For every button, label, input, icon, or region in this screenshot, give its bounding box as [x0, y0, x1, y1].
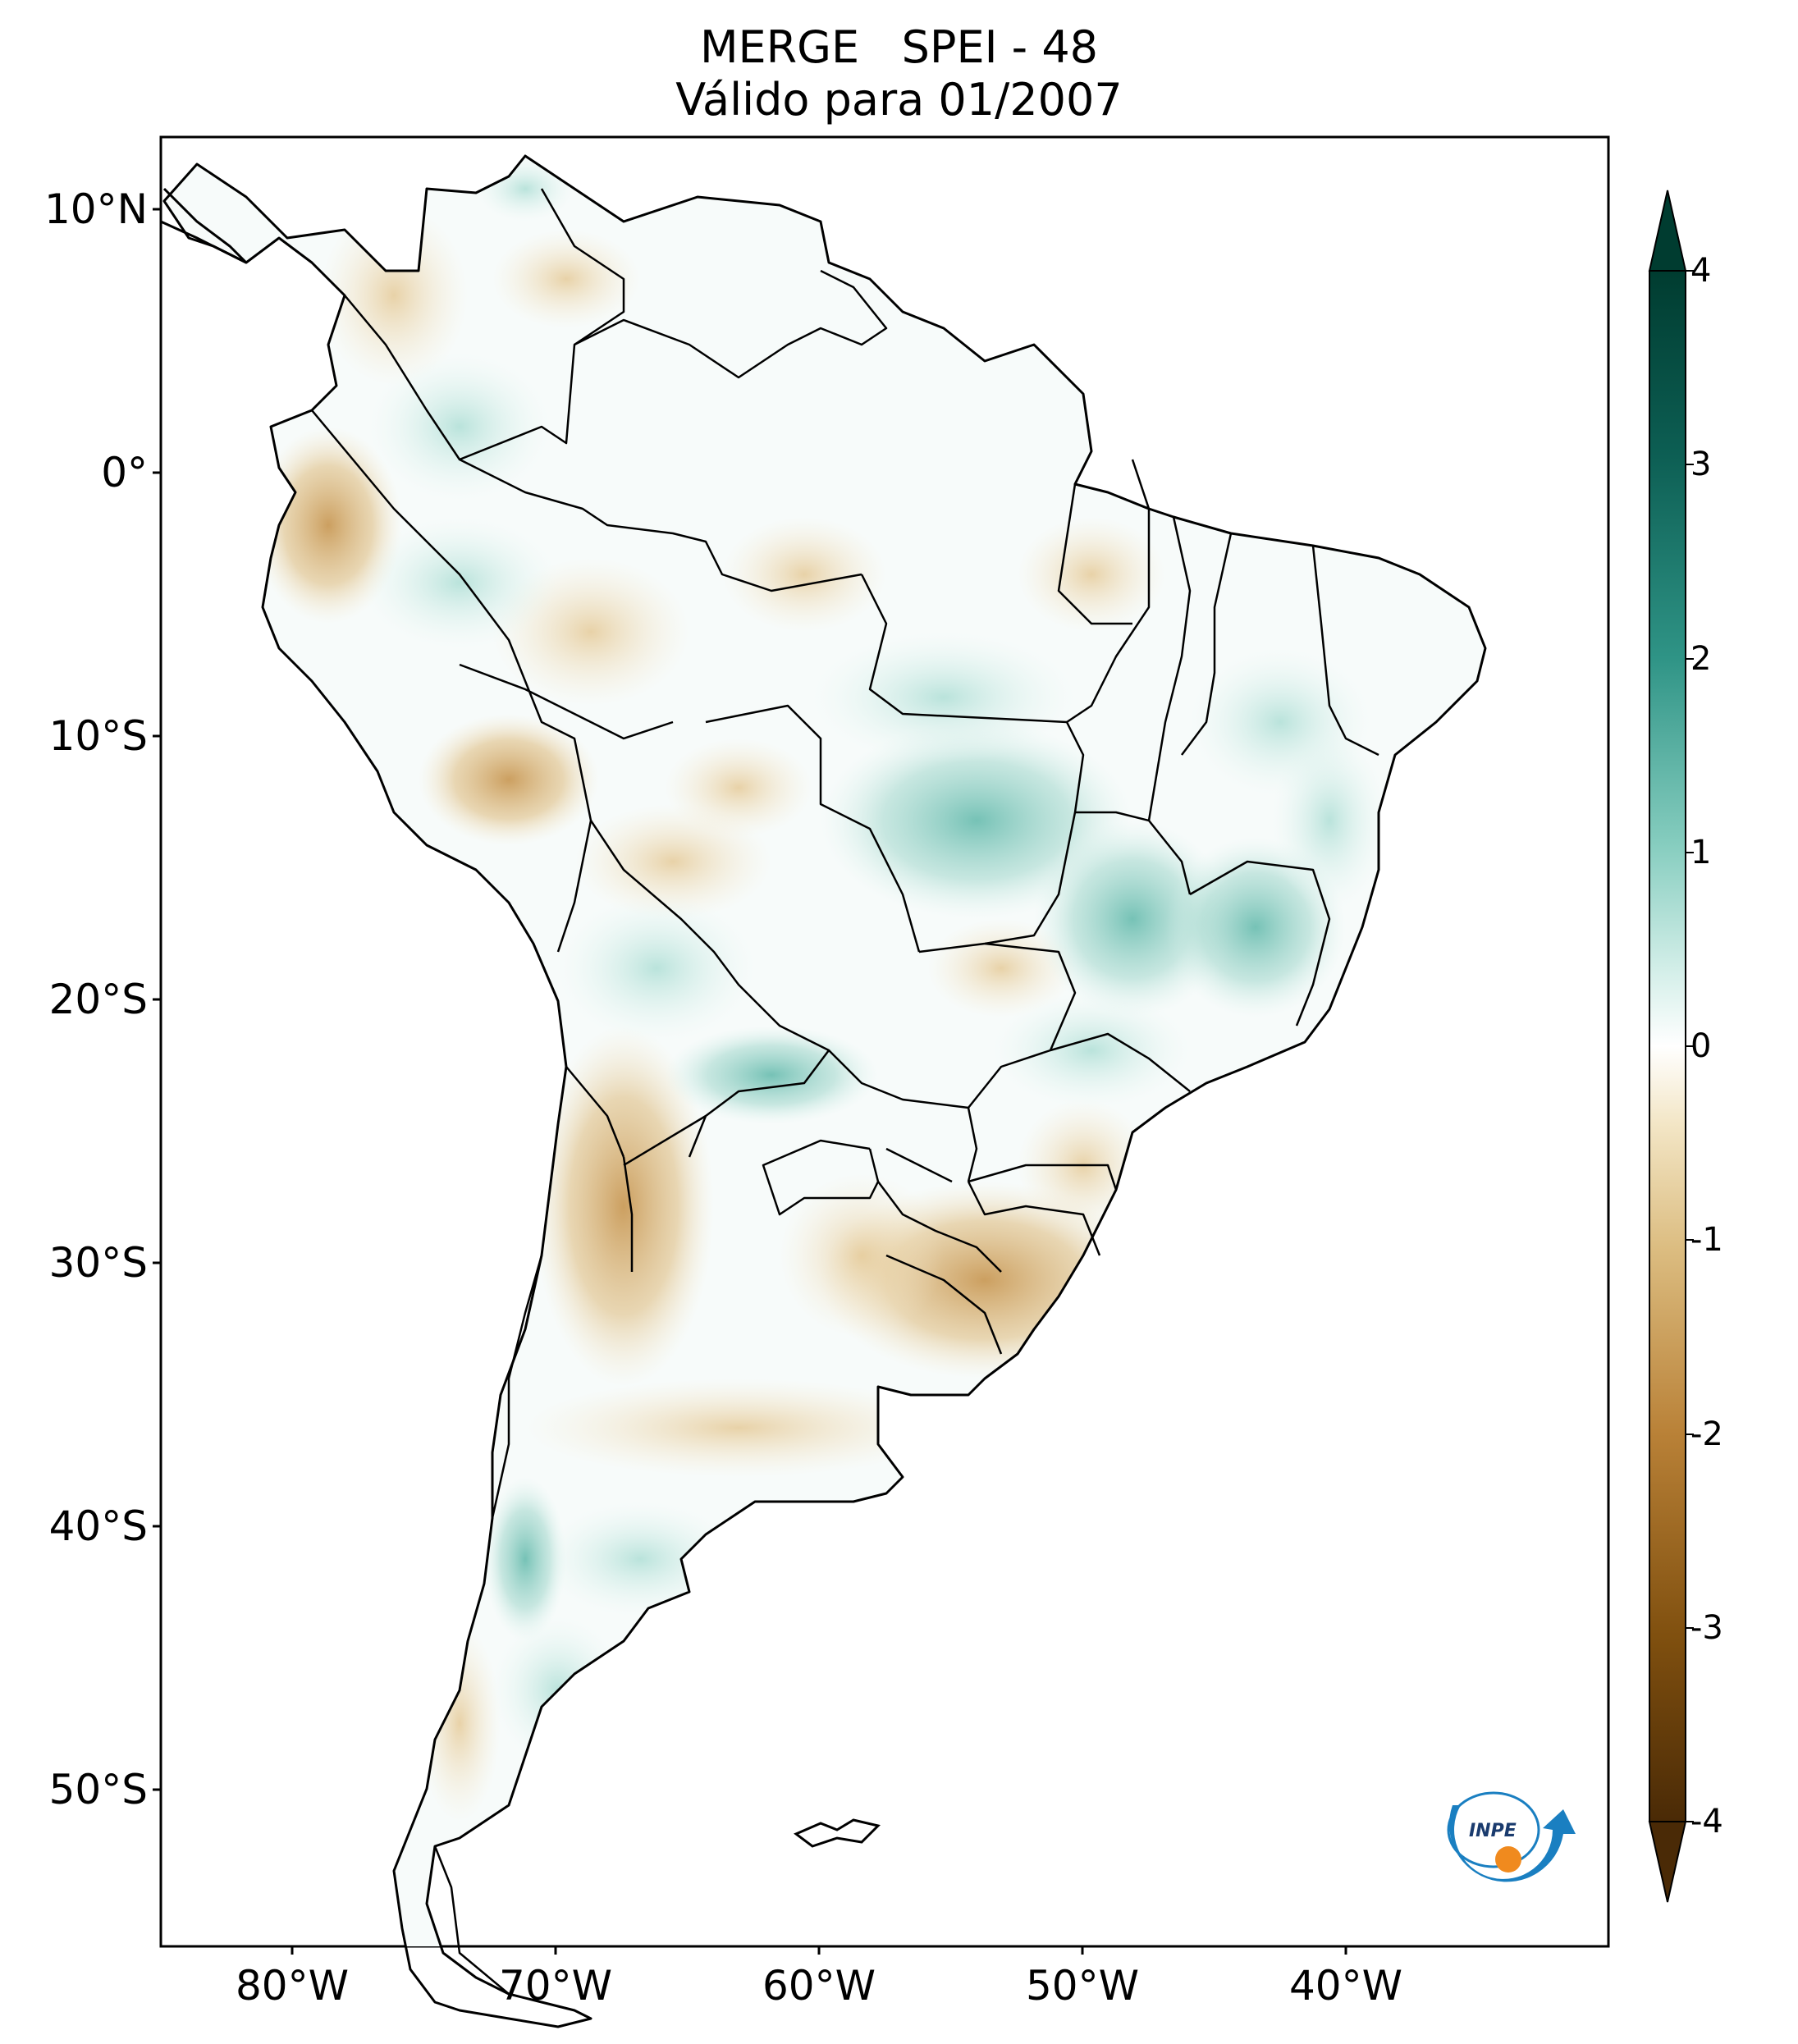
lat-label-40s: 40°S: [48, 1502, 148, 1550]
lat-label-50s: 50°S: [48, 1766, 148, 1813]
lon-label-70w: 70°W: [498, 1962, 613, 2010]
colorbar-tick-0: 0: [1690, 1027, 1712, 1065]
colorbar: [1648, 190, 1694, 1903]
lon-label-60w: 60°W: [762, 1962, 876, 2010]
inpe-logo: INPE: [1447, 1791, 1576, 1882]
lat-label-10n: 10°N: [43, 185, 148, 233]
lat-label-0: 0°: [101, 449, 148, 496]
falkland-islands-outline: [794, 1818, 881, 1848]
lon-label-50w: 50°W: [1025, 1962, 1140, 2010]
colorbar-tick-3: 3: [1690, 446, 1712, 483]
political-borders: [311, 188, 1379, 1995]
colorbar-tick-neg2: -2: [1690, 1415, 1723, 1453]
lat-label-20s: 20°S: [48, 976, 148, 1023]
continent-outline: [162, 154, 1487, 2028]
lat-label-10s: 10°S: [48, 712, 148, 760]
chart-subtitle: Válido para 01/2007: [675, 74, 1123, 126]
colorbar-tick-neg4: -4: [1690, 1803, 1723, 1841]
axis-ticks: [153, 208, 1347, 1955]
lon-label-40w: 40°W: [1288, 1962, 1403, 2010]
colorbar-tick-neg1: -1: [1690, 1221, 1723, 1259]
lat-label-30s: 30°S: [48, 1239, 148, 1287]
lon-label-80w: 80°W: [235, 1962, 350, 2010]
colorbar-tick-neg3: -3: [1690, 1609, 1723, 1647]
colorbar-tick-2: 2: [1690, 640, 1712, 678]
colorbar-tick-1: 1: [1690, 834, 1712, 871]
chart-title: MERGE SPEI - 48: [699, 21, 1099, 73]
central-america-outline: [160, 187, 248, 264]
colorbar-tick-4: 4: [1690, 252, 1712, 290]
inpe-logo-text: INPE: [1469, 1821, 1517, 1841]
